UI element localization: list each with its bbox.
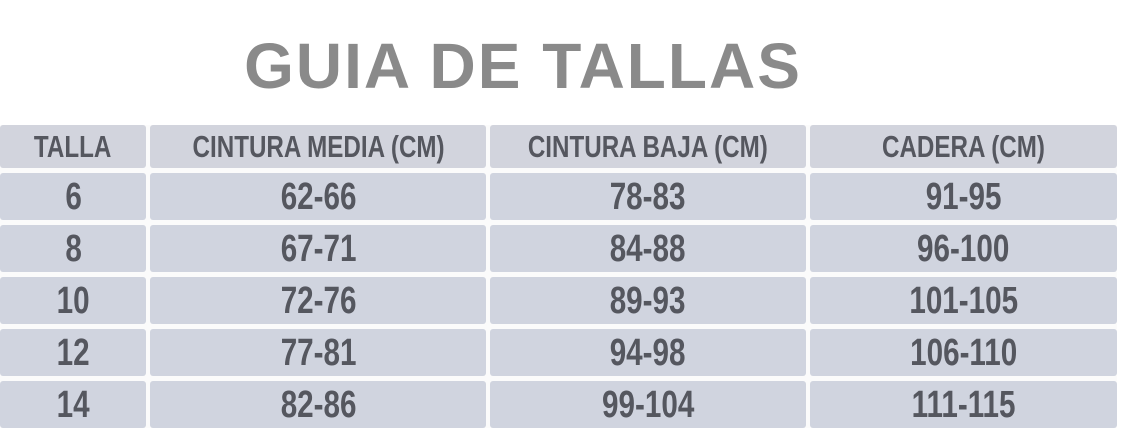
table-cell-cadera: 96-100 — [809, 225, 1117, 272]
cell-value: 111-115 — [911, 383, 1016, 426]
cell-value: 91-95 — [925, 175, 1002, 218]
cell-value: 78-83 — [610, 175, 686, 218]
cell-value: 6 — [64, 175, 82, 218]
column-header-label: CINTURA MEDIA (CM) — [192, 129, 445, 164]
cell-value: 99-104 — [601, 383, 695, 426]
table-cell-cintura-media: 67-71 — [150, 225, 487, 272]
table-cell-size: 10 — [0, 277, 147, 324]
cell-value: 96-100 — [917, 227, 1010, 270]
cell-value: 62-66 — [280, 175, 357, 218]
column-header-label: TALLA — [34, 129, 112, 164]
cell-value: 106-110 — [909, 331, 1017, 374]
cell-value: 8 — [64, 227, 82, 270]
table-cell-cadera: 106-110 — [809, 329, 1117, 376]
cell-value: 12 — [56, 331, 90, 374]
table-cell-cintura-baja: 99-104 — [490, 381, 806, 428]
table-cell-size: 12 — [0, 329, 147, 376]
column-header-cintura-baja: CINTURA BAJA (CM) — [490, 125, 806, 168]
table-cell-size: 6 — [0, 173, 147, 220]
table-cell-size: 8 — [0, 225, 147, 272]
page-title: GUIA DE TALLAS — [244, 29, 802, 102]
column-header-talla: TALLA — [0, 125, 147, 168]
table-cell-size: 14 — [0, 381, 147, 428]
table-cell-cadera: 101-105 — [809, 277, 1117, 324]
table-cell-cintura-baja: 94-98 — [490, 329, 806, 376]
table-cell-cadera: 91-95 — [809, 173, 1117, 220]
cell-value: 77-81 — [280, 331, 357, 374]
table-cell-cintura-media: 62-66 — [150, 173, 487, 220]
table-cell-cintura-baja: 89-93 — [490, 277, 806, 324]
table-cell-cintura-baja: 78-83 — [490, 173, 806, 220]
column-header-cintura-media: CINTURA MEDIA (CM) — [150, 125, 487, 168]
table-cell-cintura-media: 77-81 — [150, 329, 487, 376]
cell-value: 94-98 — [610, 331, 686, 374]
column-header-cadera: CADERA (CM) — [809, 125, 1117, 168]
cell-value: 72-76 — [280, 279, 357, 322]
size-table: TALLA CINTURA MEDIA (CM) CINTURA BAJA (C… — [0, 125, 1117, 428]
cell-value: 67-71 — [280, 227, 357, 270]
cell-value: 84-88 — [610, 227, 686, 270]
cell-value: 82-86 — [280, 383, 357, 426]
cell-value: 14 — [56, 383, 90, 426]
table-cell-cintura-media: 72-76 — [150, 277, 487, 324]
table-cell-cintura-baja: 84-88 — [490, 225, 806, 272]
table-cell-cadera: 111-115 — [809, 381, 1117, 428]
table-cell-cintura-media: 82-86 — [150, 381, 487, 428]
column-header-label: CADERA (CM) — [881, 129, 1045, 164]
column-header-label: CINTURA BAJA (CM) — [527, 129, 768, 164]
cell-value: 89-93 — [610, 279, 686, 322]
cell-value: 10 — [56, 279, 90, 322]
cell-value: 101-105 — [908, 279, 1018, 322]
